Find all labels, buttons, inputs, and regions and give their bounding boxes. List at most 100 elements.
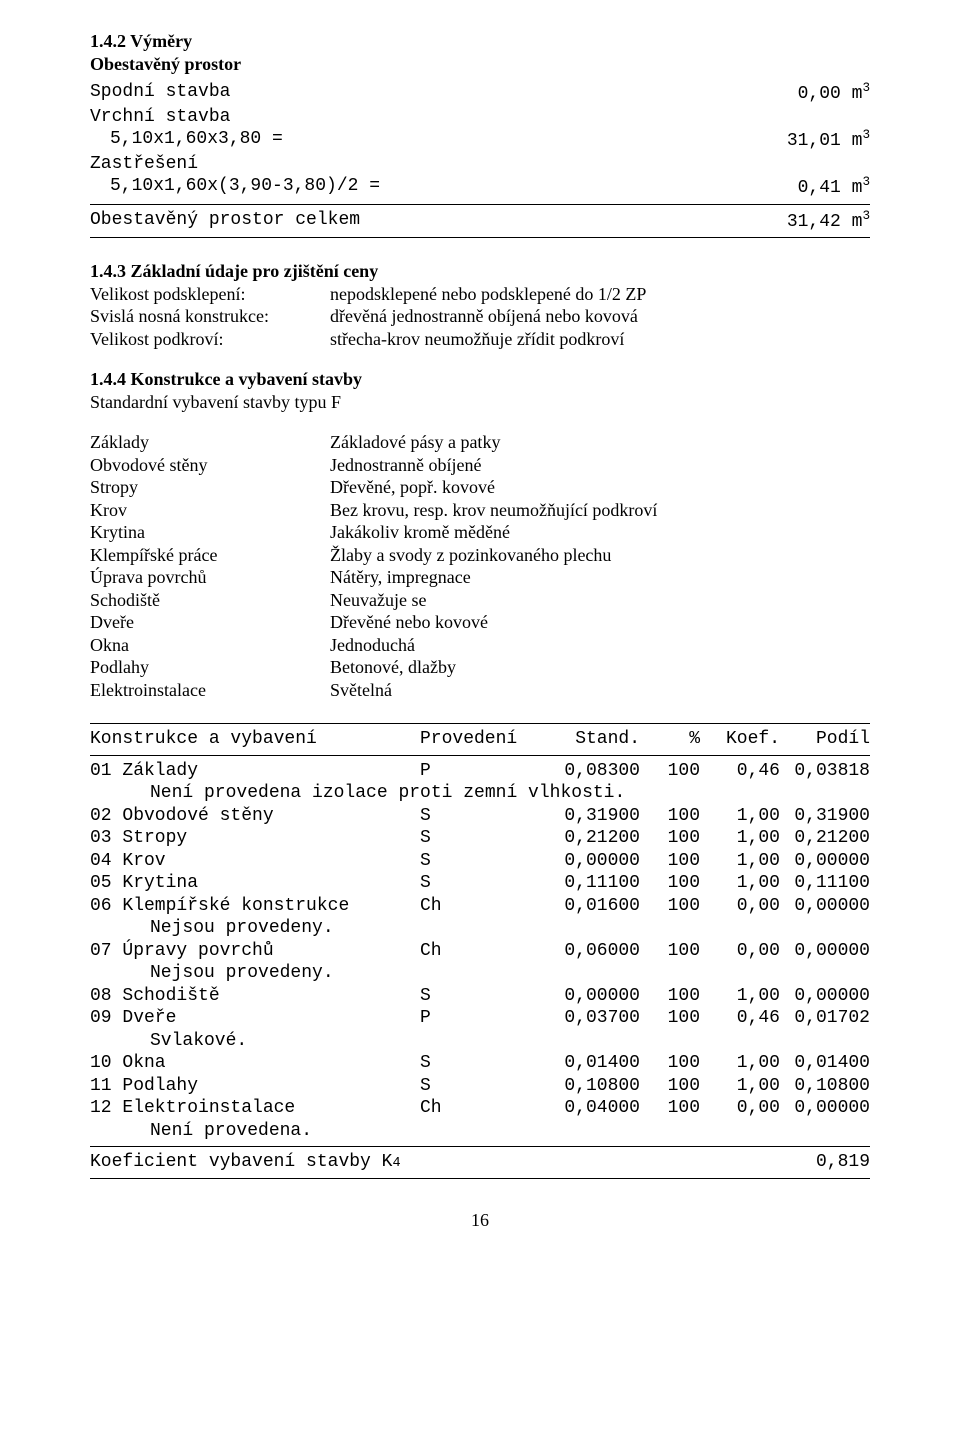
spec-value: Betonové, dlažby: [330, 656, 870, 679]
cell-podil: 0,00000: [780, 985, 870, 1008]
calc-row-zastreseni: 5,10x1,60x(3,90-3,80)/2 = 0,41 m3: [90, 175, 870, 200]
cell-podil: 0,10800: [780, 1075, 870, 1098]
table-row: 08 SchodištěS0,000001001,000,00000: [90, 985, 870, 1008]
cell-koef: 0,00: [700, 895, 780, 918]
cell-provedeni: S: [420, 805, 550, 828]
standard-line: Standardní vybavení stavby typu F: [90, 391, 870, 414]
spec-key: Schodiště: [90, 589, 330, 612]
cell-koef: 0,00: [700, 940, 780, 963]
col-percent: %: [640, 728, 700, 751]
cell-provedeni: S: [420, 1052, 550, 1075]
spec-key: Okna: [90, 634, 330, 657]
spec-value: Nátěry, impregnace: [330, 566, 870, 589]
cell-koef: 0,46: [700, 760, 780, 783]
spec-row: SchodištěNeuvažuje se: [90, 589, 870, 612]
spec-value: Žlaby a svody z pozinkovaného plechu: [330, 544, 870, 567]
cell-koef: 1,00: [700, 827, 780, 850]
spec-row: StropyDřevěné, popř. kovové: [90, 476, 870, 499]
basics-list: Velikost podsklepení:nepodsklepené nebo …: [90, 283, 870, 351]
koef-value: 0,819: [816, 1151, 870, 1174]
cell-stand: 0,03700: [550, 1007, 640, 1030]
spec-value: Jednostranně obíjené: [330, 454, 870, 477]
cell-percent: 100: [640, 1075, 700, 1098]
cell-stand: 0,01400: [550, 1052, 640, 1075]
table-row: 09 DveřeP0,037001000,460,01702: [90, 1007, 870, 1030]
cell-name: 06 Klempířské konstrukce: [90, 895, 420, 918]
table-row-note: Není provedena.: [90, 1120, 870, 1143]
cell-koef: 1,00: [700, 805, 780, 828]
cell-name: 10 Okna: [90, 1052, 420, 1075]
cell-name: 01 Základy: [90, 760, 420, 783]
cell-stand: 0,10800: [550, 1075, 640, 1098]
spec-row: ElektroinstalaceSvětelná: [90, 679, 870, 702]
divider: [90, 237, 870, 238]
spec-value: Světelná: [330, 679, 870, 702]
table-row: 02 Obvodové stěnyS0,319001001,000,31900: [90, 805, 870, 828]
koef-label: Koeficient vybavení stavby K4: [90, 1151, 401, 1174]
cell-stand: 0,04000: [550, 1097, 640, 1120]
heading-1-4-3: 1.4.3 Základní údaje pro zjištění ceny: [90, 260, 870, 283]
col-provedeni: Provedení: [420, 728, 550, 751]
cell-name: 07 Úpravy povrchů: [90, 940, 420, 963]
spec-value: Dřevěné nebo kovové: [330, 611, 870, 634]
calc-expr: 5,10x1,60x3,80 =: [90, 128, 283, 153]
spec-row: KrovBez krovu, resp. krov neumožňující p…: [90, 499, 870, 522]
cell-provedeni: Ch: [420, 895, 550, 918]
cell-podil: 0,11100: [780, 872, 870, 895]
table-row: 07 Úpravy povrchůCh0,060001000,000,00000: [90, 940, 870, 963]
col-koef: Koef.: [700, 728, 780, 751]
divider: [90, 755, 870, 756]
spec-key: Podlahy: [90, 656, 330, 679]
basics-value: nepodsklepené nebo podsklepené do 1/2 ZP: [330, 283, 870, 306]
cell-percent: 100: [640, 850, 700, 873]
cell-name: 09 Dveře: [90, 1007, 420, 1030]
spec-list: ZákladyZákladové pásy a patkyObvodové st…: [90, 431, 870, 701]
cell-percent: 100: [640, 940, 700, 963]
table-row: 05 KrytinaS0,111001001,000,11100: [90, 872, 870, 895]
cell-koef: 0,46: [700, 1007, 780, 1030]
cell-stand: 0,01600: [550, 895, 640, 918]
cell-provedeni: S: [420, 872, 550, 895]
calc-row-spodni: Spodní stavba 0,00 m3: [90, 81, 870, 106]
spec-key: Krytina: [90, 521, 330, 544]
calc-block: Spodní stavba 0,00 m3 Vrchní stavba 5,10…: [90, 81, 870, 238]
cell-podil: 0,01702: [780, 1007, 870, 1030]
spec-row: Obvodové stěnyJednostranně obíjené: [90, 454, 870, 477]
spec-row: PodlahyBetonové, dlažby: [90, 656, 870, 679]
cell-podil: 0,00000: [780, 1097, 870, 1120]
cell-koef: 1,00: [700, 850, 780, 873]
calc-row-zastreseni-label: Zastřešení: [90, 153, 870, 176]
cell-percent: 100: [640, 895, 700, 918]
cell-provedeni: S: [420, 985, 550, 1008]
spec-key: Krov: [90, 499, 330, 522]
cell-stand: 0,00000: [550, 850, 640, 873]
calc-value: 0,41 m3: [798, 175, 870, 200]
cell-stand: 0,00000: [550, 985, 640, 1008]
cell-podil: 0,00000: [780, 940, 870, 963]
cell-name: 02 Obvodové stěny: [90, 805, 420, 828]
calc-row-total: Obestavěný prostor celkem 31,42 m3: [90, 209, 870, 234]
table-row-note: Nejsou provedeny.: [90, 962, 870, 985]
cell-koef: 1,00: [700, 1052, 780, 1075]
basics-row: Velikost podsklepení:nepodsklepené nebo …: [90, 283, 870, 306]
calc-value: 0,00 m3: [798, 81, 870, 106]
cell-percent: 100: [640, 827, 700, 850]
spec-value: Dřevěné, popř. kovové: [330, 476, 870, 499]
cell-percent: 100: [640, 872, 700, 895]
cell-stand: 0,08300: [550, 760, 640, 783]
spec-row: Klempířské práceŽlaby a svody z pozinkov…: [90, 544, 870, 567]
spec-value: Základové pásy a patky: [330, 431, 870, 454]
cell-name: 04 Krov: [90, 850, 420, 873]
cell-provedeni: S: [420, 827, 550, 850]
table-row: 01 ZákladyP0,083001000,460,03818: [90, 760, 870, 783]
spec-value: Jednoduchá: [330, 634, 870, 657]
koef-row: Koeficient vybavení stavby K4 0,819: [90, 1151, 870, 1174]
heading-1-4-2: 1.4.2 Výměry: [90, 30, 870, 53]
cell-percent: 100: [640, 985, 700, 1008]
cell-stand: 0,31900: [550, 805, 640, 828]
cell-stand: 0,21200: [550, 827, 640, 850]
col-podil: Podíl: [780, 728, 870, 751]
cell-provedeni: S: [420, 1075, 550, 1098]
table-row: 04 KrovS0,000001001,000,00000: [90, 850, 870, 873]
table-header-row: Konstrukce a vybavení Provedení Stand. %…: [90, 728, 870, 751]
